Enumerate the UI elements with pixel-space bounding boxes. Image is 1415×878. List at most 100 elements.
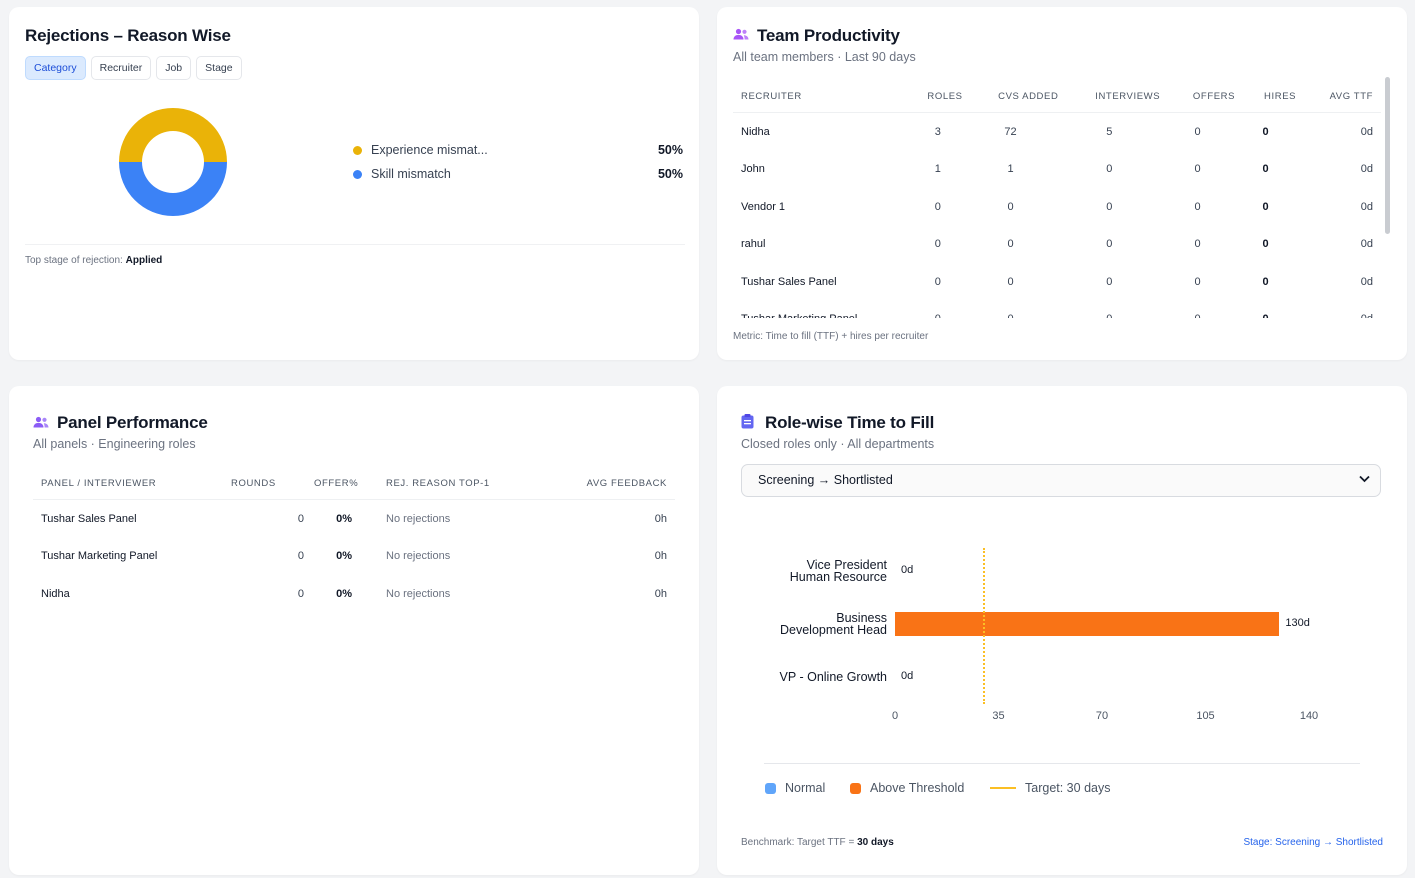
rej-reason-value: No rejections <box>386 587 451 600</box>
col-avg-ttf[interactable]: AVG TTF <box>1296 80 1381 113</box>
legend-dot <box>353 145 362 155</box>
y-axis-label: Vice President Human Resource <box>717 558 887 584</box>
col-rej-reason[interactable]: REJ. REASON TOP-1 <box>386 467 536 500</box>
tab-category[interactable]: Category <box>25 56 86 80</box>
divider <box>25 244 685 245</box>
avg-feedback-value: 0h <box>654 550 667 563</box>
table-row[interactable]: rahul 0 0 0 0 0 0d <box>733 226 1381 264</box>
y-axis-label-line: Vice President <box>806 558 887 572</box>
bar[interactable] <box>895 612 1280 636</box>
chevron-down-icon <box>1359 465 1370 496</box>
table-row[interactable]: Tushar Sales Panel 0 0% No rejections 0h <box>33 500 675 538</box>
col-roles[interactable]: ROLES <box>913 80 963 113</box>
interviews-value: 0 <box>1058 301 1160 318</box>
interviews-value: 0 <box>1106 163 1113 176</box>
cvs-added-value: 0 <box>1007 275 1014 288</box>
panel-title: Panel Performance <box>57 413 208 432</box>
legend-label: Skill mismatch <box>371 167 451 181</box>
hires-value: 0 <box>1262 200 1269 213</box>
col-recruiter[interactable]: RECRUITER <box>733 80 914 113</box>
rej-reason-value: No rejections <box>386 550 451 563</box>
stage-link[interactable]: Stage: Screening → Shortlisted <box>1243 837 1383 848</box>
avg-ttf-value: 0d <box>1360 275 1373 288</box>
rejections-card: Rejections – Reason Wise Category Recrui… <box>9 7 699 360</box>
hires-value: 0 <box>1262 163 1269 176</box>
users-icon <box>33 416 49 428</box>
y-axis-label: Business Development Head <box>717 611 887 637</box>
col-hires[interactable]: HIRES <box>1235 80 1297 113</box>
col-avg-feedback[interactable]: AVG FEEDBACK <box>536 467 675 500</box>
roles-value: 3 <box>934 125 941 138</box>
offers-value: 0 <box>1160 301 1235 318</box>
benchmark-value: 30 days <box>857 837 894 848</box>
donut-slice-skill-mismatch[interactable] <box>119 162 227 216</box>
x-tick-label: 35 <box>992 710 1005 722</box>
stage-select-value: Screening → Shortlisted <box>758 473 893 487</box>
team-table: RECRUITER ROLES CVS ADDED INTERVIEWS OFF… <box>733 80 1381 318</box>
team-table-scroll[interactable]: RECRUITER ROLES CVS ADDED INTERVIEWS OFF… <box>733 80 1381 318</box>
benchmark-label: Benchmark: Target TTF = <box>741 837 855 848</box>
legend-item-skill-mismatch[interactable]: Skill mismatch 50% <box>353 167 683 181</box>
stage-select[interactable]: Screening → Shortlisted <box>741 464 1381 497</box>
table-row[interactable]: Nidha 3 72 5 0 0 0d <box>733 113 1381 151</box>
rejection-footnote: Top stage of rejection: Applied <box>25 255 162 266</box>
hires-value: 0 <box>1262 275 1269 288</box>
cvs-added-value: 1 <box>1007 163 1014 176</box>
legend-above-label: Above Threshold <box>870 781 965 795</box>
legend-target[interactable]: Target: 30 days <box>990 781 1110 795</box>
recruiter-name: Tushar Marketing Panel <box>733 301 913 318</box>
table-row[interactable]: John 1 1 0 0 0 0d <box>733 151 1381 189</box>
col-offers[interactable]: OFFERS <box>1160 80 1236 113</box>
cvs-added-value: 72 <box>1004 125 1017 138</box>
recruiter-name: Nidha <box>741 125 770 138</box>
table-row[interactable]: Nidha 0 0% No rejections 0h <box>33 575 675 613</box>
panel-name: Nidha <box>41 587 70 600</box>
clipboard-icon <box>741 414 754 429</box>
avg-ttf-value: 0d <box>1360 125 1373 138</box>
users-icon <box>733 28 749 40</box>
roles-value: 0 <box>913 301 963 318</box>
rejection-donut-chart <box>119 108 227 216</box>
cvs-added-value: 0 <box>1007 200 1014 213</box>
team-subtitle: All team members · Last 90 days <box>733 50 916 64</box>
legend-above-threshold[interactable]: Above Threshold <box>850 781 964 795</box>
avg-feedback-value: 0h <box>654 587 667 600</box>
tab-job[interactable]: Job <box>156 56 192 80</box>
avg-ttf-value: 0d <box>1360 238 1373 251</box>
col-offer-pct[interactable]: OFFER% <box>314 467 386 500</box>
legend-target-label: Target: 30 days <box>1025 781 1111 795</box>
table-header-row: PANEL / INTERVIEWER ROUNDS OFFER% REJ. R… <box>33 467 675 500</box>
x-tick-label: 70 <box>1095 710 1109 722</box>
table-row[interactable]: Tushar Sales Panel 0 0 0 0 0 0d <box>733 263 1381 301</box>
legend-normal[interactable]: Normal <box>765 781 825 795</box>
roles-value: 0 <box>934 200 941 213</box>
panel-name: Tushar Marketing Panel <box>41 550 158 563</box>
role-ttf-card: Role-wise Time to Fill Closed roles only… <box>717 386 1407 875</box>
panel-performance-card: Panel Performance All panels · Engineeri… <box>9 386 699 875</box>
table-row[interactable]: Tushar Marketing Panel 0 0% No rejections 0h <box>33 538 675 576</box>
hires-value: 0 <box>1235 301 1296 318</box>
recruiter-name: rahul <box>741 238 766 251</box>
donut-slice-experience-mismatch[interactable] <box>119 108 227 162</box>
legend-normal-label: Normal <box>785 781 826 795</box>
interviews-value: 5 <box>1106 125 1113 138</box>
table-row[interactable]: Vendor 1 0 0 0 0 0 0d <box>733 188 1381 226</box>
recruiter-name: John <box>741 163 765 176</box>
col-cvs-added[interactable]: CVS ADDED <box>962 80 1059 113</box>
legend-item-experience-mismatch[interactable]: Experience mismat... 50% <box>353 143 683 157</box>
y-axis-label-line: Business <box>836 611 887 625</box>
footnote-label: Top stage of rejection: <box>25 255 123 266</box>
team-table-scrollbar[interactable] <box>1385 77 1390 234</box>
team-footnote: Metric: Time to fill (TTF) + hires per r… <box>733 331 929 342</box>
tab-recruiter[interactable]: Recruiter <box>90 56 152 80</box>
tab-stage[interactable]: Stage <box>196 56 242 80</box>
offer-pct-value: 0% <box>336 550 352 563</box>
col-rounds[interactable]: ROUNDS <box>231 467 314 500</box>
bar-value-label: 0d <box>901 564 914 576</box>
y-axis-label-line: VP - Online Growth <box>779 670 887 684</box>
benchmark-note: Benchmark: Target TTF = 30 days <box>741 837 894 848</box>
col-panel-interviewer[interactable]: PANEL / INTERVIEWER <box>33 467 231 500</box>
col-interviews[interactable]: INTERVIEWS <box>1058 80 1161 113</box>
interviews-value: 0 <box>1106 238 1113 251</box>
